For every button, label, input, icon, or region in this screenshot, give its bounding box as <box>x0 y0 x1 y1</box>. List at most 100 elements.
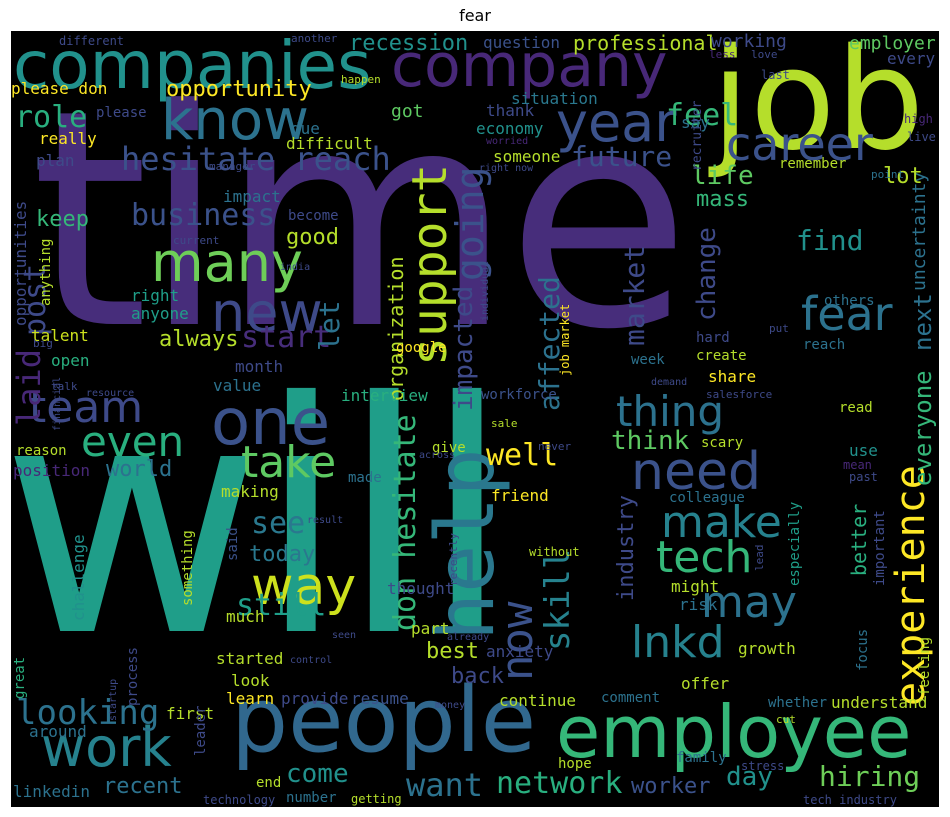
word: family <box>676 750 727 766</box>
word: career <box>726 117 873 171</box>
word: talk <box>51 380 78 393</box>
word: will <box>11 335 511 707</box>
word: without <box>529 545 580 559</box>
word: start <box>241 320 332 355</box>
word: got <box>391 101 424 122</box>
word: read <box>839 400 873 416</box>
word: day <box>726 762 773 792</box>
word: work <box>41 716 172 779</box>
word: industry <box>614 495 639 601</box>
word: interview <box>341 386 428 405</box>
word: back <box>451 664 504 689</box>
word: please don <box>11 79 108 98</box>
word: continue <box>499 691 577 710</box>
word: remember <box>779 156 847 172</box>
word: question <box>483 33 561 52</box>
word: better <box>847 503 871 576</box>
word: started <box>216 649 284 668</box>
word: made <box>348 470 382 486</box>
word: feel <box>666 98 739 133</box>
word: hope <box>558 756 592 772</box>
word: month <box>235 357 284 376</box>
word: anxiety <box>486 642 554 661</box>
word: next <box>909 293 937 351</box>
word: skill <box>538 548 578 651</box>
word: learn <box>226 689 275 708</box>
word: sale <box>491 417 518 430</box>
word: employee <box>556 690 912 774</box>
word: offer <box>681 674 730 693</box>
word: network <box>496 766 623 801</box>
word: high <box>904 112 933 126</box>
word: individual <box>480 260 491 321</box>
word: focus <box>855 628 871 671</box>
word: growth <box>738 639 796 658</box>
word: worried <box>486 136 529 147</box>
word: making <box>221 482 279 501</box>
word: need <box>631 442 761 502</box>
word: provide <box>281 689 349 708</box>
word: use <box>849 441 878 460</box>
word: part <box>411 619 450 638</box>
word: come <box>286 759 349 789</box>
word: opportunity <box>166 77 312 102</box>
word: always <box>159 327 239 352</box>
word: plan <box>36 151 75 170</box>
word: week <box>631 352 665 368</box>
word: around <box>29 722 87 741</box>
word: every <box>887 49 936 68</box>
word: give <box>432 440 466 456</box>
word: resume <box>351 689 409 708</box>
word: current <box>173 234 220 247</box>
word: time <box>31 46 691 395</box>
word: open <box>51 351 90 370</box>
word: situation <box>511 89 598 108</box>
word: everyone <box>909 370 937 486</box>
word: difficult <box>286 134 373 153</box>
word: google <box>396 340 447 356</box>
word: great <box>12 656 28 699</box>
word: hesitate reach <box>121 140 391 178</box>
word: comment <box>601 690 661 706</box>
word: resource <box>86 388 135 399</box>
word: whether <box>768 695 828 711</box>
word: well <box>486 438 559 473</box>
word: result <box>307 515 344 526</box>
word: think <box>611 426 690 456</box>
word: recruiter <box>690 100 705 171</box>
word: life <box>691 161 754 191</box>
word: workforce <box>481 387 557 403</box>
word: salesforce <box>706 388 773 401</box>
word: new <box>211 281 323 344</box>
word: someone <box>493 147 561 166</box>
word: important <box>872 510 888 586</box>
word: business <box>131 198 276 233</box>
word: tech industry <box>803 793 897 807</box>
word: manager <box>209 160 256 173</box>
word: change <box>692 227 722 321</box>
word: especially <box>787 501 803 586</box>
word: support <box>402 163 458 366</box>
word: end <box>256 775 282 791</box>
word: share <box>708 367 757 386</box>
word: looking <box>16 693 160 733</box>
word: reach <box>803 337 846 353</box>
word: first <box>166 704 215 723</box>
word: something <box>180 530 196 606</box>
word: challenge <box>69 534 88 621</box>
word: another <box>291 32 338 45</box>
word: many <box>151 231 303 294</box>
word: job <box>711 31 925 182</box>
word: much <box>226 607 265 626</box>
word: right <box>131 286 180 305</box>
word: way <box>251 557 357 617</box>
word: less <box>709 48 736 61</box>
word: people <box>231 668 537 773</box>
word: risk <box>679 595 718 614</box>
word: still <box>236 588 327 623</box>
word: understand <box>831 693 928 712</box>
word: past <box>849 470 878 484</box>
word: job market <box>558 303 572 376</box>
word: friend <box>491 486 549 505</box>
word: recession <box>349 31 469 56</box>
